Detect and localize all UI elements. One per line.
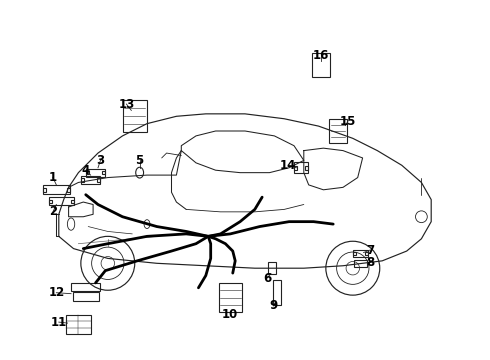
Bar <box>43 185 70 194</box>
Bar <box>67 188 70 192</box>
Text: 5: 5 <box>136 154 144 167</box>
Bar <box>305 166 308 170</box>
Text: 2: 2 <box>49 205 57 219</box>
Bar <box>81 176 100 184</box>
Bar <box>86 169 105 176</box>
Text: 14: 14 <box>280 159 296 172</box>
Text: 6: 6 <box>263 271 271 284</box>
Bar <box>49 197 74 205</box>
Bar <box>353 252 356 255</box>
Bar <box>219 283 242 312</box>
Bar <box>97 179 100 181</box>
Bar <box>354 260 367 267</box>
Bar <box>329 119 347 143</box>
Bar <box>86 171 89 174</box>
Text: 4: 4 <box>82 164 90 177</box>
Text: 1: 1 <box>49 171 57 184</box>
Bar <box>43 188 46 192</box>
Text: 12: 12 <box>48 286 65 299</box>
Bar <box>71 283 100 291</box>
Bar <box>81 179 84 181</box>
Bar <box>353 249 368 257</box>
Bar <box>71 199 73 203</box>
Text: 8: 8 <box>366 256 374 269</box>
Bar <box>123 100 147 132</box>
Bar <box>294 166 297 170</box>
Bar <box>268 262 276 274</box>
Text: 10: 10 <box>222 308 239 321</box>
Bar <box>49 199 52 203</box>
Text: 9: 9 <box>270 300 277 312</box>
Text: 11: 11 <box>50 316 67 329</box>
Bar <box>273 280 281 305</box>
Bar <box>73 292 99 301</box>
Text: 15: 15 <box>340 115 356 128</box>
Text: 7: 7 <box>366 244 374 257</box>
Bar <box>312 53 330 77</box>
Text: 16: 16 <box>313 49 329 62</box>
Bar <box>365 252 368 255</box>
Text: 13: 13 <box>118 98 135 111</box>
Bar <box>66 315 91 334</box>
Bar <box>294 162 308 173</box>
Text: 3: 3 <box>97 154 104 167</box>
Bar <box>102 171 105 174</box>
